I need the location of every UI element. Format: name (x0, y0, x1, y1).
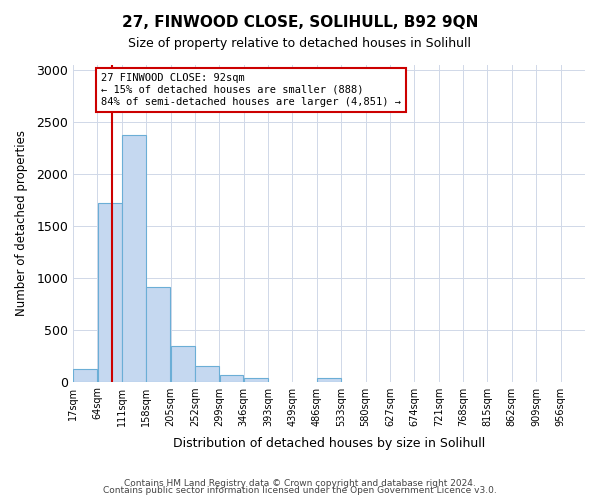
Bar (73, 369, 97, 382)
Text: Size of property relative to detached houses in Solihull: Size of property relative to detached ho… (128, 38, 472, 51)
Bar (98, 203, 122, 382)
Text: Contains HM Land Registry data © Crown copyright and database right 2024.: Contains HM Land Registry data © Crown c… (124, 478, 476, 488)
Bar (122, 134, 146, 382)
Bar (220, 375, 244, 382)
Text: 27, FINWOOD CLOSE, SOLIHULL, B92 9QN: 27, FINWOOD CLOSE, SOLIHULL, B92 9QN (122, 15, 478, 30)
Y-axis label: Number of detached properties: Number of detached properties (15, 130, 28, 316)
Text: Contains public sector information licensed under the Open Government Licence v3: Contains public sector information licen… (103, 486, 497, 495)
Bar (146, 287, 170, 382)
Bar (317, 378, 341, 382)
Bar (244, 378, 268, 382)
Bar (171, 346, 194, 382)
X-axis label: Distribution of detached houses by size in Solihull: Distribution of detached houses by size … (173, 437, 485, 450)
Bar (195, 366, 219, 382)
Text: 27 FINWOOD CLOSE: 92sqm
← 15% of detached houses are smaller (888)
84% of semi-d: 27 FINWOOD CLOSE: 92sqm ← 15% of detache… (101, 74, 401, 106)
